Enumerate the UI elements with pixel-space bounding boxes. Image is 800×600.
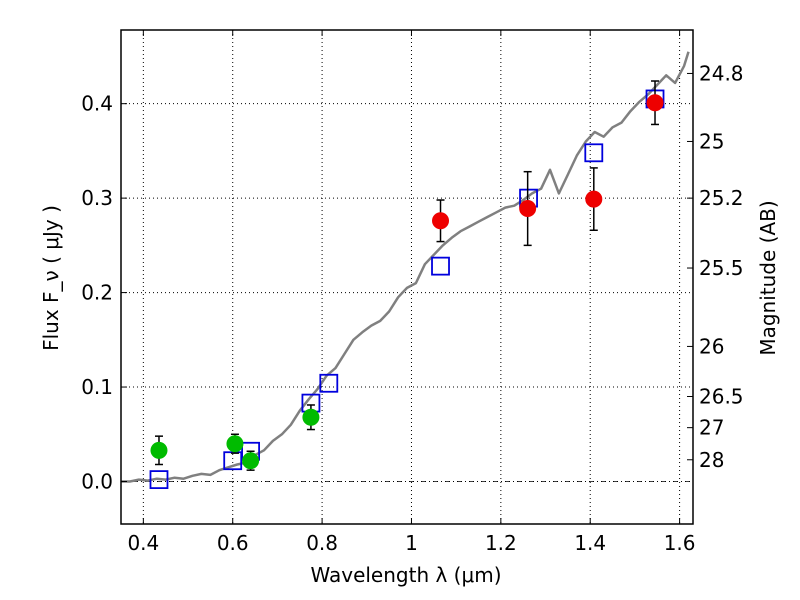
model-photometry-square: [584, 143, 604, 163]
magnitude-tick-label: 26.5: [699, 384, 744, 408]
observed-photometry-point: [302, 408, 320, 426]
y-tick-label: 0.4: [81, 92, 113, 116]
model-photometry-square: [319, 373, 339, 393]
magnitude-tick-label: 25: [699, 129, 724, 153]
magnitude-tick-label: 24.8: [699, 61, 744, 85]
y-axis-right-title: Magnitude (AB): [756, 200, 780, 355]
spectrum-series: [121, 51, 690, 483]
x-tick-label: 1.2: [485, 531, 517, 555]
photometry-markers: [149, 80, 665, 490]
observed-photometry-point: [585, 190, 603, 208]
tick-labels: 0.4 0.6 0.8 1 1.2 1.4 1.6 0.0 0.1 0.2 0.3 0.4 24.8 25…: [81, 61, 743, 555]
x-tick-label: 0.4: [127, 531, 159, 555]
y-tick-label: 0.3: [81, 186, 113, 210]
magnitude-tick-label: 26: [699, 334, 724, 358]
x-axis-title: Wavelength λ (μm): [310, 563, 501, 587]
x-tick-label: 0.6: [217, 531, 249, 555]
plot-frame: [120, 29, 694, 525]
grid-lines: [121, 30, 693, 524]
y-tick-label: 0.0: [81, 469, 113, 493]
y-axis-title: Flux F_ν ( μJy ): [39, 205, 63, 351]
y-tick-label: 0.2: [81, 281, 113, 305]
y-tick-label: 0.1: [81, 375, 113, 399]
x-tick-label: 1: [405, 531, 418, 555]
spectrum-line: [121, 51, 690, 483]
observed-photometry-point: [432, 212, 450, 230]
model-photometry-square: [223, 451, 243, 471]
magnitude-tick-label: 27: [699, 416, 724, 440]
observed-photometry-point: [226, 435, 244, 453]
magnitude-tick-label: 28: [699, 448, 724, 472]
model-photometry-square: [149, 470, 169, 490]
magnitude-tick-label: 25.5: [699, 256, 744, 280]
magnitude-tick-label: 25.2: [699, 186, 744, 210]
observed-photometry-point: [646, 94, 664, 112]
x-tick-label: 1.6: [664, 531, 696, 555]
x-tick-label: 1.4: [574, 531, 606, 555]
model-photometry-square: [431, 256, 450, 276]
observed-photometry-point: [150, 441, 168, 459]
axis-ticks: [121, 30, 693, 524]
observed-photometry-point: [242, 452, 260, 470]
x-tick-label: 0.8: [306, 531, 338, 555]
observed-photometry-point: [519, 200, 537, 218]
